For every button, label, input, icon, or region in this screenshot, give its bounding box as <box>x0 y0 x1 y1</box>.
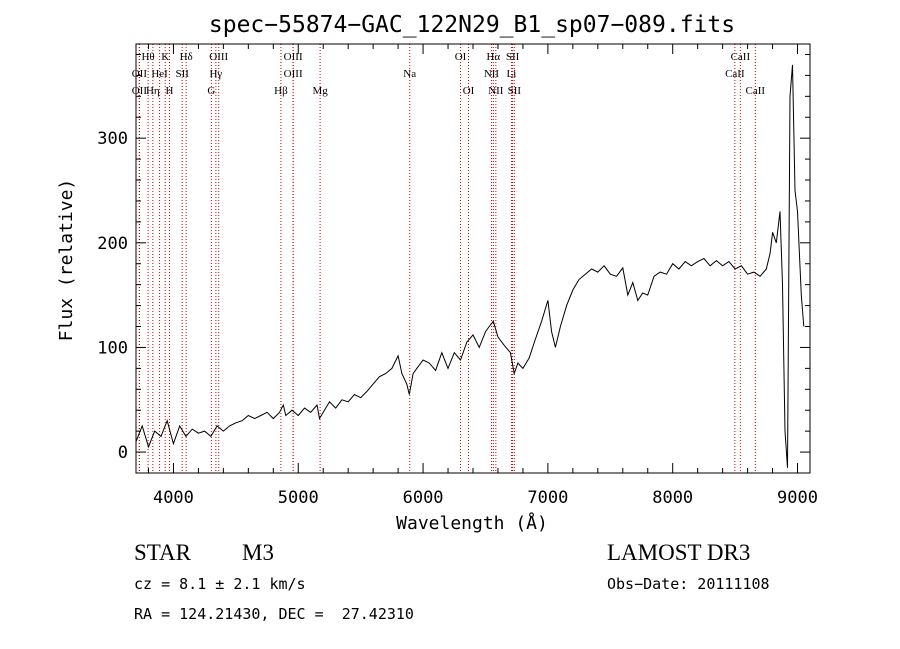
x-tick-label: 8000 <box>652 488 693 508</box>
line-marker-label: OI <box>455 51 467 63</box>
line-marker-label: Hβ <box>274 85 288 97</box>
line-marker-label: K <box>161 51 169 63</box>
y-tick-label: 0 <box>118 443 128 463</box>
y-axis-label: Flux (relative) <box>56 179 77 342</box>
line-marker-label: Hθ <box>141 51 154 63</box>
x-tick-label: 9000 <box>777 488 818 508</box>
x-tick-label: 4000 <box>153 488 194 508</box>
line-markers <box>139 44 755 473</box>
line-marker-label: OI <box>463 85 475 97</box>
line-marker-label: OIII <box>209 51 228 63</box>
x-tick-label: 6000 <box>403 488 444 508</box>
line-marker-label: SII <box>506 51 520 63</box>
x-tick-label: 7000 <box>527 488 568 508</box>
line-marker-label: Hη <box>146 85 160 97</box>
line-marker-label: Hδ <box>180 51 193 63</box>
line-marker-label: NII <box>484 68 500 80</box>
line-marker-label: Hα <box>486 51 500 63</box>
y-axis: 0 100 200 300 <box>97 54 810 473</box>
line-marker-label: Li <box>507 68 517 80</box>
x-axis-label: Wavelength (Å) <box>396 512 548 534</box>
object-subclass: M3 <box>242 540 274 566</box>
ra-dec: RA = 124.21430, DEC = 27.42310 <box>134 605 414 623</box>
line-marker-label: NII <box>488 85 504 97</box>
line-marker-label: Mg <box>312 85 328 97</box>
line-marker-label: CaII <box>746 85 766 97</box>
line-marker-label: SII <box>175 68 189 80</box>
y-tick-label: 100 <box>97 338 128 358</box>
line-marker-label: HeI <box>151 68 168 80</box>
redshift-cz: cz = 8.1 ± 2.1 km/s <box>134 575 306 593</box>
chart-title: spec−55874−GAC_122N29_B1_sp07−089.fits <box>209 12 735 38</box>
plot-frame <box>136 44 810 473</box>
line-marker-label: H <box>165 85 173 97</box>
y-tick-label: 200 <box>97 234 128 254</box>
line-marker-label: G <box>207 85 215 97</box>
survey-name: LAMOST DR3 <box>607 540 750 566</box>
line-marker-label: OII <box>132 85 148 97</box>
object-class: STAR <box>134 540 191 566</box>
line-marker-label: Hγ <box>209 68 222 80</box>
y-tick-label: 300 <box>97 129 128 149</box>
line-marker-label: OII <box>132 68 148 80</box>
line-marker-label: SII <box>508 85 522 97</box>
line-marker-label: CaII <box>731 51 751 63</box>
x-axis: 4000 5000 6000 7000 8000 9000 <box>148 44 818 508</box>
line-marker-label: OIII <box>284 51 303 63</box>
line-marker-label: Na <box>403 68 416 80</box>
flux-series-line <box>136 65 804 468</box>
line-marker-label: CaII <box>725 68 745 80</box>
x-tick-label: 5000 <box>278 488 319 508</box>
line-marker-label: OIII <box>284 68 303 80</box>
observation-date: Obs−Date: 20111108 <box>607 575 770 593</box>
plot-area <box>136 65 804 468</box>
